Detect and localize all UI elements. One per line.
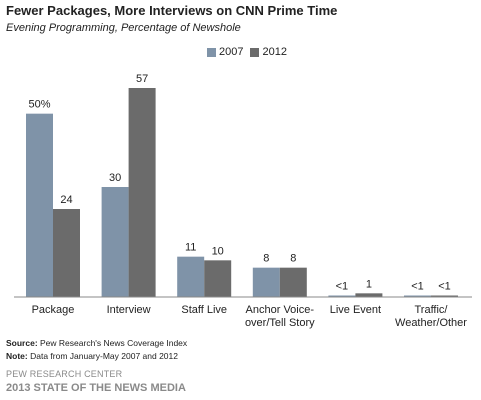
bar-2007-4 <box>328 295 356 297</box>
bar-2007-5 <box>404 295 431 297</box>
note-line: Note: Data from January-May 2007 and 201… <box>6 351 178 361</box>
data-label-2007-1: 30 <box>109 172 121 184</box>
bar-2012-2 <box>204 260 232 297</box>
bar-2012-5 <box>431 295 458 297</box>
legend-swatch-2007 <box>207 47 216 57</box>
bar-2007-2 <box>177 256 205 297</box>
org-name: PEW RESEARCH CENTER <box>6 369 123 379</box>
data-label-2012-1: 57 <box>136 73 148 85</box>
data-label-2012-2: 10 <box>212 245 224 257</box>
legend: 2007 2012 <box>207 46 290 58</box>
legend-item-2007: 2007 <box>207 46 243 58</box>
data-label-2012-5: <1 <box>438 281 451 293</box>
category-label-2-0: Staff Live <box>181 304 227 316</box>
bar-2012-1 <box>128 88 156 297</box>
bar-2007-0 <box>26 113 53 298</box>
legend-swatch-2012 <box>250 47 260 57</box>
data-label-2012-3: 8 <box>290 253 296 265</box>
bar-2012-0 <box>53 209 80 297</box>
bar-2007-3 <box>252 267 280 297</box>
category-label-3-0: Anchor Voice- <box>246 304 315 316</box>
category-label-0-0: Package <box>32 304 75 316</box>
chart-title: Fewer Packages, More Interviews on CNN P… <box>6 3 338 18</box>
data-label-2012-0: 24 <box>60 194 72 206</box>
bar-chart: 50% 24 Package 30 57 Interview 11 10 Staff Live 8… <box>14 73 472 329</box>
bar-2012-3 <box>279 267 307 297</box>
data-label-2007-2: 11 <box>185 242 196 254</box>
bar-2007-1 <box>101 187 129 297</box>
category-label-3-1: over/Tell Story <box>245 317 315 329</box>
category-label-5-0: Traffic/ <box>414 304 448 316</box>
category-label-4-0: Live Event <box>330 304 381 316</box>
legend-label-2007: 2007 <box>219 46 244 58</box>
source-line: Source: Pew Research's News Coverage Ind… <box>6 338 188 348</box>
bar-2012-4 <box>355 293 383 297</box>
category-label-5-1: Weather/Other <box>395 317 467 329</box>
data-label-2012-4: 1 <box>366 278 372 290</box>
category-label-1-0: Interview <box>107 304 151 316</box>
legend-item-2012: 2012 <box>250 46 287 58</box>
data-label-2007-0: 50% <box>28 99 50 111</box>
data-label-2007-3: 8 <box>263 253 269 265</box>
data-label-2007-4: <1 <box>336 281 349 293</box>
legend-label-2012: 2012 <box>262 46 287 58</box>
report-name: 2013 STATE OF THE NEWS MEDIA <box>6 382 186 394</box>
chart-subtitle: Evening Programming, Percentage of Newsh… <box>6 22 241 34</box>
data-label-2007-5: <1 <box>411 281 424 293</box>
